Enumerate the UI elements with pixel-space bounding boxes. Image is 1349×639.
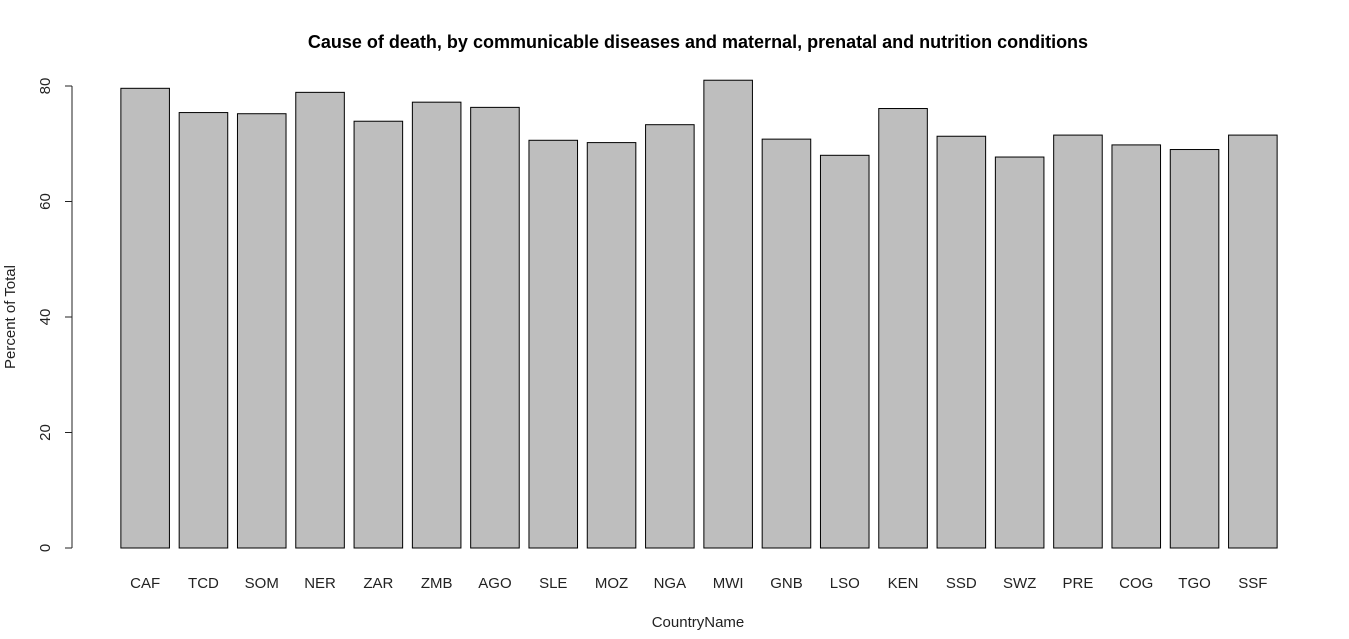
x-axis-label: CountryName (652, 614, 745, 631)
bar-ken (878, 108, 928, 549)
y-tick-label: 20 (37, 424, 54, 441)
x-tick-label: MWI (713, 575, 744, 592)
bar-zar (353, 120, 404, 549)
x-tick-label: TCD (188, 575, 219, 592)
bar-som (236, 113, 287, 549)
bar-tgo (1169, 149, 1220, 549)
bar-swz (994, 156, 1045, 549)
bar-sle (528, 139, 579, 549)
y-axis-label: Percent of Total (2, 265, 19, 369)
bar-mwi (703, 79, 753, 549)
x-tick-label: TGO (1178, 575, 1211, 592)
x-tick-label: CAF (130, 575, 160, 592)
bar-zmb (411, 101, 462, 549)
x-tick-label: NER (304, 575, 336, 592)
y-tick-label: 80 (37, 78, 54, 95)
bar-gnb (761, 138, 812, 549)
x-tick-label: AGO (478, 575, 511, 592)
bar-ner (295, 91, 345, 549)
bar-moz (586, 142, 637, 549)
x-tick-label: LSO (830, 575, 860, 592)
x-tick-label: COG (1119, 575, 1153, 592)
x-tick-label: PRE (1063, 575, 1094, 592)
bar-nga (645, 124, 695, 549)
bar-pre (1053, 134, 1103, 549)
bar-ago (470, 106, 520, 549)
x-tick-label: SOM (245, 575, 279, 592)
bar-ssd (936, 135, 987, 549)
x-tick-label: MOZ (595, 575, 628, 592)
bar-lso (819, 154, 870, 549)
chart-title: Cause of death, by communicable diseases… (308, 32, 1088, 52)
y-tick-label: 40 (37, 309, 54, 326)
y-tick-label: 0 (37, 544, 54, 552)
x-tick-labels: CAF TCD SOM NER ZAR ZMB AGO SLE MOZ NGA MWI GNB LSO K… (130, 575, 1267, 592)
x-tick-label: SWZ (1003, 575, 1036, 592)
bar-ssf (1228, 134, 1278, 549)
x-tick-label: SSD (946, 575, 977, 592)
x-tick-label: KEN (888, 575, 919, 592)
bars-group (120, 79, 1278, 549)
y-axis: 0 20 40 60 80 (37, 78, 73, 552)
x-tick-label: GNB (770, 575, 803, 592)
x-tick-label: SLE (539, 575, 567, 592)
x-tick-label: NGA (654, 575, 687, 592)
x-tick-label: ZAR (363, 575, 393, 592)
x-tick-label: SSF (1238, 575, 1267, 592)
bar-caf (120, 87, 170, 549)
y-tick-label: 60 (37, 193, 54, 210)
bar-tcd (178, 112, 229, 549)
x-tick-label: ZMB (421, 575, 453, 592)
bar-cog (1111, 144, 1162, 549)
